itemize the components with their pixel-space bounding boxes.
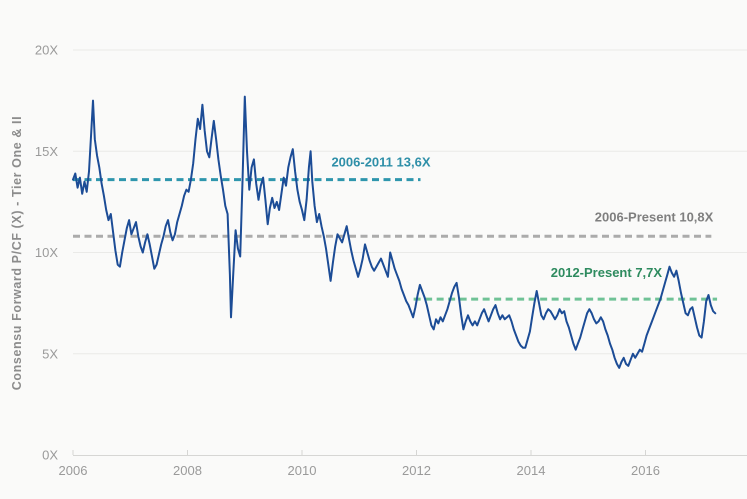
grid-layer: [73, 49, 747, 355]
x-tick-label: 2016: [631, 463, 660, 478]
x-tick-label: 2010: [288, 463, 317, 478]
axes-layer: 2006 2008 2010 2012 2014 2016 0X 5X 10X 15X 20X: [35, 43, 747, 478]
series-layer: [72, 95, 717, 369]
y-tick-label: 20X: [35, 43, 58, 58]
x-tick-label: 2008: [173, 463, 202, 478]
y-tick-label: 15X: [35, 144, 58, 159]
y-axis-title: Consensu Forward P/CF (X) - Tier One & I…: [10, 116, 24, 390]
x-tick-label: 2006: [59, 463, 88, 478]
y-tick-label: 5X: [42, 346, 58, 361]
reference-lines-layer: 2006-2011 13,6X 2006-Present 10,8X 2012-Pr…: [73, 155, 718, 301]
reference-line-label-0: 2006-2011 13,6X: [331, 155, 430, 170]
reference-line-label-1: 2006-Present 10,8X: [595, 209, 714, 224]
x-tick-label: 2012: [402, 463, 431, 478]
y-tick-label: 0X: [42, 448, 58, 463]
reference-line-label-2: 2012-Present 7,7X: [551, 265, 663, 280]
price-line: [72, 95, 717, 369]
x-tick-label: 2014: [517, 463, 546, 478]
y-tick-label: 10X: [35, 245, 58, 260]
